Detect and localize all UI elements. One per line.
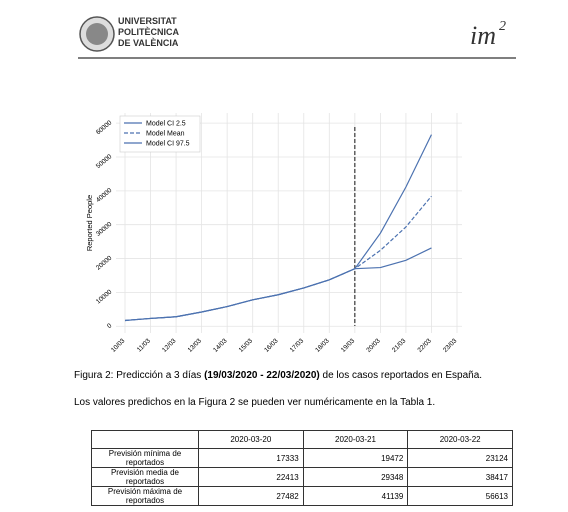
x-tick-label: 18/03 — [314, 337, 331, 354]
university-name: POLITÈCNICA — [118, 27, 180, 37]
logo-sup: 2 — [499, 19, 506, 34]
table-cell: 17333 — [198, 448, 304, 468]
table-cell: 38417 — [407, 467, 513, 487]
table-cell: 22413 — [198, 467, 304, 487]
x-tick-label: 19/03 — [340, 337, 357, 354]
caption-text: de los casos reportados en España. — [322, 370, 483, 381]
table: 2020-03-20 2020-03-21 2020-03-22 Previsión … — [91, 430, 513, 506]
x-tick-label: 21/03 — [391, 337, 408, 354]
x-tick-label: 14/03 — [212, 337, 229, 354]
row-header: Previsión media de reportados — [91, 467, 199, 487]
y-tick-label: 10000 — [95, 288, 114, 305]
legend-label: Model CI 97.5 — [146, 141, 190, 148]
row-header: Previsión máxima de reportados — [91, 486, 199, 506]
paragraph: Los valores predichos en la Figura 2 se … — [74, 397, 436, 408]
x-tick-label: 13/03 — [187, 337, 204, 354]
table-cell: 27482 — [198, 486, 304, 506]
x-tick-label: 10/03 — [110, 337, 127, 354]
x-tick-label: 12/03 — [161, 337, 178, 354]
table-row: Previsión mínima de reportados 17333 19472… — [91, 448, 513, 468]
y-tick-label: 40000 — [95, 187, 114, 204]
seal-center — [86, 23, 108, 45]
y-tick-label: 0 — [106, 322, 114, 330]
caption-dates: (19/03/2020 - 22/03/2020) — [204, 370, 320, 381]
series-line — [124, 134, 433, 322]
x-tick-label: 20/03 — [365, 337, 382, 354]
table-row: Previsión media de reportados 22413 29348 3… — [91, 467, 513, 487]
table-row: Previsión máxima de reportados 27482 41139… — [91, 486, 513, 506]
legend-label: Model Mean — [146, 131, 185, 138]
y-axis-label: Reported People — [85, 195, 94, 251]
row-header: Previsión mínima de reportados — [91, 448, 199, 468]
column-header: 2020-03-22 — [407, 430, 513, 449]
table-cell: 29348 — [302, 467, 409, 487]
legend-label: Model CI 2.5 — [146, 121, 186, 128]
table-header-row: 2020-03-20 2020-03-21 2020-03-22 — [91, 430, 513, 449]
x-tick-label: 16/03 — [263, 337, 280, 354]
x-tick-label: 15/03 — [238, 337, 255, 354]
table-cell: 23124 — [407, 448, 513, 468]
university-name: UNIVERSITAT — [118, 16, 177, 26]
table-cell: 56613 — [407, 486, 513, 506]
x-tick-label: 11/03 — [136, 337, 152, 353]
table-cell: 19472 — [302, 448, 409, 468]
caption-text: Figura 2: Predicción a 3 días — [74, 370, 202, 381]
legend-box — [119, 115, 201, 153]
logo: im — [470, 21, 496, 50]
caption: Figura 2: Predicción a 3 días (19/03/202… — [74, 370, 482, 381]
x-tick-label: 22/03 — [416, 337, 433, 354]
x-tick-label: 23/03 — [442, 337, 459, 354]
table-corner — [91, 430, 199, 449]
column-header: 2020-03-20 — [198, 430, 304, 449]
column-header: 2020-03-21 — [302, 430, 409, 449]
y-tick-label: 60000 — [95, 119, 114, 136]
university-name: DE VALÈNCIA — [118, 38, 179, 48]
y-tick-label: 20000 — [95, 254, 114, 271]
y-tick-label: 30000 — [95, 221, 114, 238]
chart: 0 10000 20000 30000 40000 50000 60000 10/03 11/0… — [85, 113, 462, 354]
table-cell: 41139 — [302, 486, 409, 506]
y-tick-label: 50000 — [95, 153, 114, 170]
x-tick-label: 17/03 — [289, 337, 306, 354]
